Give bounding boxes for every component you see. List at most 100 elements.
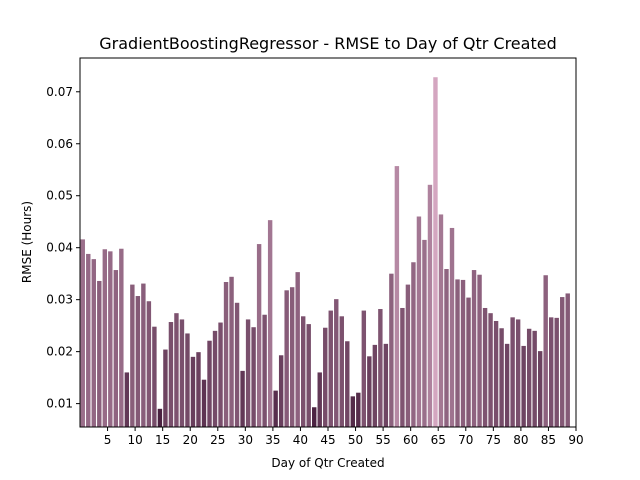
bar-day-41 (306, 324, 311, 427)
bar-day-31 (251, 327, 256, 427)
bar-day-18 (179, 319, 185, 427)
bar-day-66 (444, 269, 449, 427)
y-tick-label: 0.04 (46, 241, 73, 255)
bar-day-36 (278, 355, 284, 427)
bar-day-74 (488, 313, 493, 427)
bar-day-25 (218, 322, 223, 427)
bar-series (80, 77, 570, 427)
bar-day-68 (455, 279, 460, 427)
bar-day-70 (466, 297, 471, 427)
bar-day-23 (207, 340, 212, 427)
bar-day-61 (416, 216, 422, 427)
bar-day-57 (394, 166, 400, 427)
bar-day-69 (460, 279, 466, 427)
bar-day-37 (284, 290, 289, 427)
bar-day-5 (108, 251, 113, 427)
bar-day-22 (201, 379, 207, 427)
chart-title: GradientBoostingRegressor - RMSE to Day … (99, 34, 556, 53)
bar-day-71 (471, 270, 477, 427)
bar-day-59 (405, 284, 411, 427)
bar-day-53 (372, 344, 378, 427)
bar-day-73 (482, 307, 488, 427)
bar-day-9 (130, 284, 135, 427)
x-tick-label: 70 (458, 433, 473, 447)
bar-day-76 (499, 328, 504, 427)
bar-day-40 (301, 316, 306, 427)
y-axis-label: RMSE (Hours) (20, 201, 34, 283)
x-tick-label: 80 (513, 433, 528, 447)
x-tick-label: 10 (127, 433, 142, 447)
bar-day-39 (295, 272, 300, 427)
bar-day-81 (526, 328, 532, 427)
bar-day-67 (449, 227, 455, 427)
bar-day-7 (119, 248, 124, 427)
bar-day-15 (163, 349, 168, 427)
bar-day-86 (554, 317, 559, 427)
x-tick-label: 90 (568, 433, 583, 447)
bar-day-17 (174, 313, 179, 427)
bar-day-26 (223, 282, 229, 427)
bar-day-84 (543, 275, 548, 427)
bar-day-6 (113, 270, 119, 427)
x-tick-label: 45 (320, 433, 335, 447)
bar-day-20 (190, 356, 196, 427)
x-tick-label: 55 (375, 433, 390, 447)
bar-day-63 (427, 184, 433, 427)
y-tick-label: 0.06 (46, 137, 73, 151)
x-tick-label: 50 (348, 433, 363, 447)
bar-day-65 (438, 214, 444, 427)
bar-day-85 (549, 317, 554, 427)
bar-day-75 (493, 320, 499, 427)
x-tick-label: 5 (104, 433, 112, 447)
bar-day-19 (185, 333, 190, 427)
bar-day-3 (97, 280, 102, 427)
y-tick-label: 0.02 (46, 345, 73, 359)
bar-day-50 (356, 392, 361, 427)
bar-day-83 (537, 351, 543, 427)
bar-day-45 (328, 310, 333, 427)
bar-day-12 (146, 301, 152, 427)
bar-day-32 (256, 244, 262, 427)
bar-day-62 (422, 239, 427, 427)
x-tick-label: 35 (265, 433, 280, 447)
bar-day-44 (323, 327, 328, 427)
bar-day-24 (212, 330, 218, 427)
bar-day-64 (433, 77, 438, 427)
y-tick-label: 0.03 (46, 293, 73, 307)
bar-day-78 (510, 317, 515, 427)
x-tick-label: 20 (183, 433, 198, 447)
bar-day-48 (345, 341, 350, 427)
y-tick-label: 0.07 (46, 85, 73, 99)
bar-day-21 (196, 352, 201, 427)
bar-day-14 (157, 408, 163, 427)
bar-day-88 (565, 293, 570, 427)
bar-day-30 (245, 319, 251, 427)
y-tick-label: 0.01 (46, 397, 73, 411)
bar-day-13 (152, 326, 157, 427)
bar-day-60 (411, 262, 416, 427)
bar-day-2 (91, 259, 96, 427)
bar-day-1 (86, 253, 91, 427)
bar-day-10 (135, 296, 141, 427)
bar-day-51 (361, 310, 367, 427)
x-tick-label: 60 (403, 433, 418, 447)
bar-day-4 (102, 249, 108, 427)
x-tick-label: 25 (210, 433, 225, 447)
bar-day-29 (240, 370, 245, 427)
x-tick-label: 85 (541, 433, 556, 447)
bar-day-47 (339, 316, 344, 427)
y-axis-ticks: 0.01 0.02 0.03 0.04 0.05 0.06 0.07 (46, 85, 80, 411)
bar-day-8 (124, 372, 130, 427)
bar-day-80 (521, 345, 526, 427)
bar-day-11 (141, 283, 146, 427)
bar-day-43 (317, 372, 322, 427)
bar-day-79 (515, 319, 521, 427)
bar-day-72 (477, 274, 482, 427)
y-tick-label: 0.05 (46, 189, 73, 203)
bar-day-58 (400, 307, 405, 427)
x-tick-label: 30 (238, 433, 253, 447)
bar-day-34 (267, 220, 273, 427)
bar-day-82 (532, 330, 537, 427)
bar-day-16 (168, 322, 174, 427)
bar-day-33 (262, 314, 267, 427)
